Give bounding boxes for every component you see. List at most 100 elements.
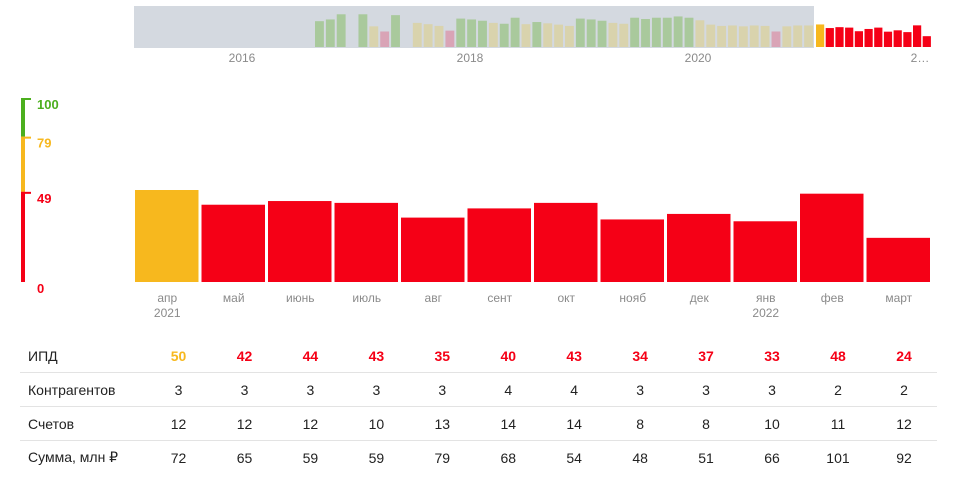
overview-history-bar [532,22,542,47]
stats-cell: 92 [896,449,912,466]
stats-row-label: Контрагентов [20,372,146,407]
stats-cell: 54 [566,449,582,466]
overview-recent-bar [854,31,863,47]
stats-cell: 68 [500,449,517,466]
overview-history-bar [478,20,487,47]
month-bar[interactable] [667,213,731,282]
month-bar[interactable] [800,193,864,282]
overview-history-bar [380,31,390,47]
stats-cell: 43 [343,339,410,373]
stats-cell: 40 [475,339,542,373]
overview-history-bar [782,26,792,47]
stats-cell: 3 [607,372,674,407]
overview-history-bar [738,26,748,47]
stats-cell: 51 [698,449,714,466]
stats-table: ИПД 50 42 44 43 35 40 43 34 37 33 48 24 Контрагентов 3… [20,339,937,474]
overview-history-bar [358,14,368,48]
stats-cell: 4 [475,372,542,407]
stats-cell: 48 [632,449,648,466]
overview-recent-bar [883,31,893,47]
scale-level-label: 100 [37,97,59,112]
stats-cell: 42 [211,339,278,373]
overview-history-bar [412,22,422,47]
stats-row: Контрагентов 3 3 3 3 3 4 4 3 3 3 2 2 [20,372,937,407]
stats-cell: 14 [541,406,608,441]
stats-cell: 8 [607,406,674,441]
stats-cell: 2 [804,372,871,407]
overview-history-bar [336,14,346,48]
overview-recent-bar [864,28,873,47]
overview-history-bar [499,23,509,47]
month-bar[interactable] [534,202,598,282]
stats-cell: 34 [607,339,674,373]
stats-cell: 11 [804,406,871,441]
overview-history-bar [391,15,400,47]
scale-tick [21,136,31,139]
overview-history-bar [575,18,585,47]
x-tick-label: март [885,291,912,305]
overview-history-bar [445,30,455,47]
overview-year-label: 2… [911,51,930,65]
x-tick-label: апр [157,291,177,305]
month-bar[interactable] [401,217,465,282]
stats-cell: 3 [145,372,212,407]
overview-navigator[interactable]: 2016 2018 2020 2… [0,0,957,70]
month-bar[interactable] [866,237,931,282]
overview-history-bar [749,25,759,47]
month-bar[interactable] [733,221,798,282]
x-tick-year: 2021 [154,306,181,320]
month-bar[interactable] [135,190,199,282]
overview-history-bar [619,23,629,47]
overview-history-bar [456,18,466,47]
overview-history-bar [565,25,574,47]
stats-cell: 12 [871,406,937,441]
month-bar[interactable] [268,201,332,282]
overview-recent-bar [922,36,931,47]
stats-cell: 65 [236,449,253,466]
month-bar[interactable] [334,202,399,282]
stats-cell: 3 [343,372,410,407]
stats-cell: 10 [343,406,410,441]
stats-cell: 3 [409,372,476,407]
overview-history-bar [543,23,553,47]
overview-history-bar [793,25,803,47]
overview-history-bar [651,17,661,47]
scale-segment [21,191,25,282]
stats-cell: 12 [211,406,278,441]
month-bar[interactable] [201,204,266,282]
x-tick-label: июнь [286,291,315,305]
stats-cell: 101 [826,449,850,466]
stats-row: ИПД 50 42 44 43 35 40 43 34 37 33 48 24 [20,339,937,373]
overview-year-label: 2020 [685,51,712,65]
overview-year-labels: 2016 2018 2020 2… [229,51,930,65]
stats-cell: 14 [475,406,542,441]
month-bar[interactable] [467,208,532,282]
overview-history-bar [315,21,324,47]
overview-history-bar [706,24,716,47]
overview-recent-bar [903,32,912,47]
stats-cell: 12 [277,406,344,441]
stats-cell: 13 [409,406,476,441]
overview-history-bar [608,22,618,47]
stats-row-label: Сумма, млн ₽ [28,449,119,465]
overview-history-bar [369,26,379,47]
stats-cell: 66 [764,449,780,466]
overview-recent-bar [816,24,825,47]
overview-bars [315,14,931,48]
overview-history-bar [467,19,477,47]
stats-cell: 12 [145,406,212,441]
stats-cell: 2 [871,372,937,407]
stats-cell: 59 [302,449,319,466]
overview-year-label: 2018 [457,51,484,65]
overview-history-bar [586,19,596,47]
stats-cell: 72 [170,449,187,466]
month-bar[interactable] [600,219,665,282]
x-tick-label: фев [821,291,844,305]
overview-history-bar [630,17,640,47]
scale-level-label: 0 [37,281,44,296]
stats-cell: 4 [541,372,608,407]
x-tick-label: янв [756,291,776,305]
stats-cell: 24 [871,339,937,373]
stats-cell: 35 [409,339,476,373]
